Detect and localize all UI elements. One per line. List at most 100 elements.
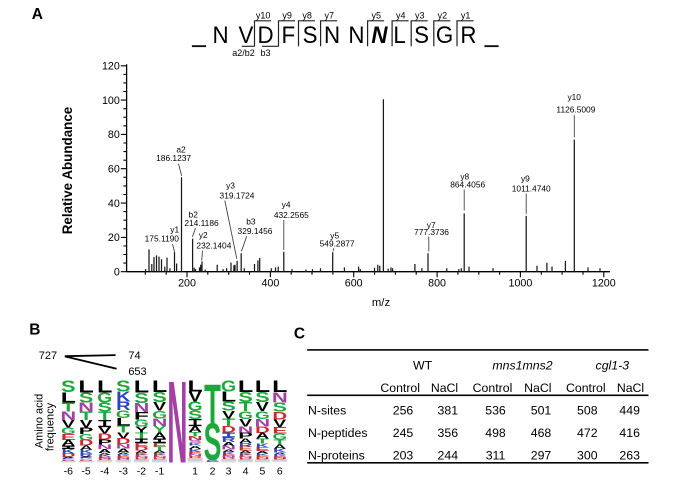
svg-text:G: G [436, 21, 453, 48]
svg-text:800: 800 [428, 278, 446, 290]
svg-text:-4: -4 [100, 466, 109, 478]
svg-text:74: 74 [128, 350, 140, 362]
svg-text:y3: y3 [226, 180, 235, 190]
svg-text:1200: 1200 [592, 278, 616, 290]
svg-text:N-peptides: N-peptides [308, 426, 367, 440]
svg-text:600: 600 [345, 278, 363, 290]
svg-text:R: R [460, 21, 476, 48]
svg-text:100: 100 [102, 95, 120, 107]
svg-text:311: 311 [486, 449, 506, 463]
svg-text:C: C [294, 326, 305, 343]
svg-text:232.1404: 232.1404 [196, 241, 231, 251]
svg-text:214.1186: 214.1186 [184, 218, 219, 228]
svg-text:20: 20 [108, 232, 120, 244]
svg-text:1: 1 [192, 466, 198, 478]
svg-text:Relative Abundance: Relative Abundance [60, 107, 75, 235]
svg-text:y9: y9 [282, 10, 292, 20]
svg-text:2: 2 [210, 466, 216, 478]
svg-text:319.1724: 319.1724 [220, 191, 255, 201]
svg-text:498: 498 [485, 426, 506, 440]
svg-text:mns1mns2: mns1mns2 [492, 359, 552, 373]
svg-text:WT: WT [413, 359, 433, 373]
svg-text:b3: b3 [260, 48, 270, 58]
svg-text:-5: -5 [81, 466, 90, 478]
svg-text:y8: y8 [302, 10, 312, 20]
svg-text:-1: -1 [155, 466, 164, 478]
svg-text:329.1456: 329.1456 [238, 226, 273, 236]
svg-text:256: 256 [393, 403, 414, 417]
svg-text:5: 5 [259, 466, 265, 478]
svg-text:F: F [281, 21, 295, 48]
svg-text:-3: -3 [119, 466, 128, 478]
svg-text:4: 4 [243, 466, 249, 478]
svg-text:200: 200 [178, 278, 196, 290]
svg-text:S: S [303, 21, 318, 48]
svg-text:NaCl: NaCl [617, 381, 644, 395]
svg-text:frequency: frequency [45, 402, 57, 451]
svg-text:400: 400 [261, 278, 279, 290]
svg-text:y1: y1 [461, 10, 471, 20]
svg-text:NaCl: NaCl [524, 381, 551, 395]
svg-text:60: 60 [108, 164, 120, 176]
svg-text:N: N [167, 358, 187, 485]
svg-text:203: 203 [393, 449, 414, 463]
svg-text:356: 356 [438, 426, 459, 440]
svg-text:381: 381 [438, 403, 459, 417]
svg-text:a2/b2: a2/b2 [232, 48, 255, 58]
svg-text:y2: y2 [438, 10, 448, 20]
svg-text:186.1237: 186.1237 [156, 153, 191, 163]
svg-text:40: 40 [108, 198, 120, 210]
svg-text:cgl1-3: cgl1-3 [596, 359, 630, 373]
svg-text:y5: y5 [371, 10, 381, 20]
svg-text:245: 245 [393, 426, 414, 440]
svg-text:N-sites: N-sites [308, 403, 346, 417]
svg-text:y9: y9 [521, 173, 530, 183]
svg-text:y4: y4 [282, 199, 291, 209]
svg-text:y10: y10 [256, 10, 271, 20]
svg-text:V: V [238, 21, 253, 48]
svg-text:244: 244 [438, 449, 459, 463]
svg-text:S: S [414, 21, 429, 48]
svg-text:y10: y10 [567, 92, 581, 102]
svg-text:0: 0 [114, 267, 120, 279]
svg-text:m/z: m/z [372, 297, 391, 309]
svg-text:N: N [348, 21, 364, 48]
svg-text:y7: y7 [324, 10, 334, 20]
svg-text:A: A [32, 6, 43, 23]
svg-text:432.2565: 432.2565 [274, 210, 309, 220]
svg-text:Control: Control [380, 381, 420, 395]
svg-text:Control: Control [473, 381, 513, 395]
svg-text:501: 501 [531, 403, 552, 417]
svg-text:y3: y3 [415, 10, 425, 20]
svg-text:508: 508 [577, 403, 598, 417]
svg-text:1000: 1000 [509, 278, 533, 290]
svg-text:y4: y4 [396, 10, 406, 20]
svg-text:NaCl: NaCl [431, 381, 458, 395]
svg-text:120: 120 [102, 61, 120, 73]
svg-text:-2: -2 [137, 466, 146, 478]
svg-text:-6: -6 [64, 466, 73, 478]
svg-text:864.4056: 864.4056 [450, 179, 485, 189]
svg-text:D: D [257, 21, 273, 48]
svg-text:N: N [324, 21, 340, 48]
svg-text:1126.5009: 1126.5009 [556, 105, 595, 115]
svg-text:300: 300 [577, 449, 598, 463]
svg-text:L: L [393, 21, 406, 48]
svg-text:6: 6 [277, 466, 283, 478]
svg-text:727: 727 [39, 350, 57, 362]
svg-text:80: 80 [108, 129, 120, 141]
svg-text:B: B [29, 322, 40, 339]
svg-text:468: 468 [531, 426, 552, 440]
svg-text:472: 472 [577, 426, 598, 440]
svg-text:N: N [371, 21, 388, 48]
svg-text:536: 536 [485, 403, 506, 417]
svg-text:777.3736: 777.3736 [414, 227, 449, 237]
svg-text:y2: y2 [199, 230, 208, 240]
svg-text:1011.4740: 1011.4740 [512, 183, 551, 193]
svg-text:549.2877: 549.2877 [320, 238, 355, 248]
svg-text:416: 416 [619, 426, 640, 440]
svg-text:3: 3 [226, 466, 232, 478]
svg-text:297: 297 [531, 449, 552, 463]
svg-text:175.1190: 175.1190 [145, 234, 180, 244]
svg-text:N-proteins: N-proteins [308, 449, 365, 463]
